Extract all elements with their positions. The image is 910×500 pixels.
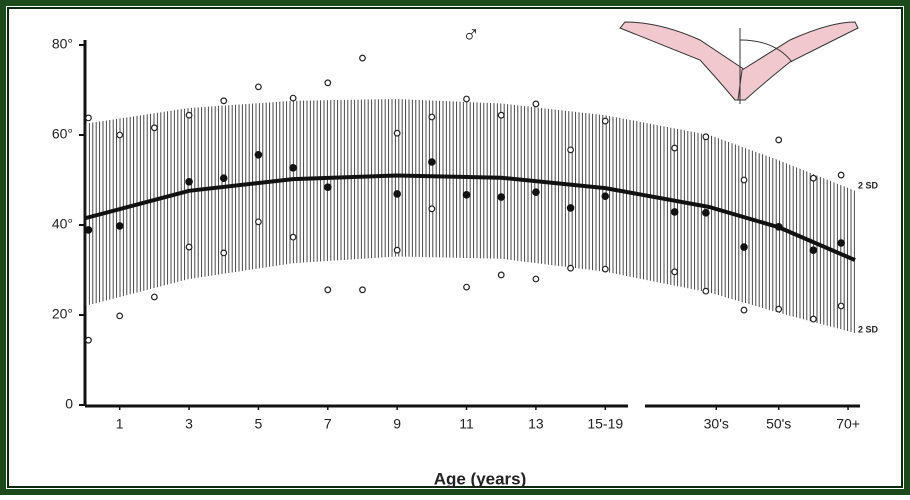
x-tick-label: 5 <box>255 416 263 432</box>
x-tick-label: 13 <box>528 416 544 432</box>
individual-point <box>289 233 297 241</box>
mean-point <box>702 209 710 217</box>
individual-point <box>740 306 748 314</box>
x-tick-label: 7 <box>324 416 332 432</box>
individual-point <box>324 79 332 87</box>
individual-point <box>220 249 228 257</box>
mean-point <box>740 243 748 251</box>
individual-point <box>289 94 297 102</box>
individual-point <box>702 287 710 295</box>
individual-point <box>463 95 470 103</box>
mean-point <box>219 174 228 182</box>
individual-point <box>497 271 505 279</box>
individual-point <box>359 54 366 62</box>
individual-point <box>150 124 158 132</box>
mean-point <box>774 223 783 231</box>
x-tick-label: 50's <box>766 416 791 432</box>
frame-inner <box>7 7 903 488</box>
y-tick-label: 20° <box>52 306 73 322</box>
y-tick-label: 80° <box>52 36 73 52</box>
individual-point <box>740 176 748 184</box>
individual-point <box>324 286 332 294</box>
sd-band <box>85 99 855 333</box>
individual-point <box>497 111 505 119</box>
mean-point <box>809 246 818 254</box>
x-axis-title: Age (years) <box>434 469 527 488</box>
individual-point <box>85 114 92 122</box>
individual-point <box>809 174 817 182</box>
individual-point <box>532 275 540 283</box>
individual-point <box>601 117 609 125</box>
mean-point <box>428 158 436 166</box>
individual-point <box>185 111 193 119</box>
illustration <box>619 21 859 104</box>
individual-point <box>837 302 845 310</box>
individual-point <box>116 312 124 320</box>
individual-point <box>428 205 436 213</box>
mean-point <box>532 188 540 196</box>
individual-point <box>837 171 845 179</box>
individual-point <box>220 97 228 105</box>
individual-point <box>428 113 436 121</box>
individual-point <box>775 305 783 313</box>
individual-point <box>463 283 470 291</box>
y-tick-label: 0 <box>65 396 73 412</box>
y-tick-label: 40° <box>52 216 73 232</box>
individual-point <box>809 315 817 323</box>
individual-point <box>567 264 574 272</box>
mean-point <box>185 178 193 186</box>
x-tick-label: 1 <box>116 416 124 432</box>
gender-symbol: ♂ <box>462 21 480 48</box>
individual-point <box>116 131 124 139</box>
x-tick-label: 15-19 <box>587 416 623 432</box>
individual-point <box>359 286 366 294</box>
individual-point <box>150 293 158 301</box>
mean-point <box>566 204 575 212</box>
mean-point <box>115 222 124 230</box>
annotation: 2 SD <box>858 324 879 334</box>
individual-point <box>601 265 609 273</box>
individual-point <box>185 243 193 251</box>
x-tick-label: 9 <box>393 416 401 432</box>
individual-point <box>255 83 262 91</box>
x-tick-label: 30's <box>704 416 729 432</box>
mean-point <box>497 193 506 201</box>
mean-point <box>670 208 679 216</box>
individual-point <box>532 100 540 108</box>
individual-point <box>85 336 92 344</box>
x-tick-label: 70+ <box>836 416 860 432</box>
mean-point <box>601 192 610 200</box>
mean-point <box>837 239 845 247</box>
individual-point <box>255 218 262 226</box>
mean-point <box>462 191 471 199</box>
individual-point <box>567 146 574 154</box>
individual-point <box>393 129 401 137</box>
mean-point <box>393 190 401 198</box>
individual-point <box>671 144 679 152</box>
x-tick-label: 11 <box>459 416 474 432</box>
mean-point <box>289 164 297 172</box>
annotation: 2 SD <box>858 180 879 190</box>
y-tick-label: 60° <box>52 126 73 142</box>
mean-curve <box>84 173 856 262</box>
mean-point <box>254 151 263 159</box>
individual-point <box>775 136 783 144</box>
individual-point <box>671 268 679 276</box>
x-tick-label: 3 <box>185 416 193 432</box>
individual-point <box>393 246 401 254</box>
mean-point <box>323 183 332 191</box>
individual-point <box>702 133 710 141</box>
mean-point <box>84 226 93 234</box>
